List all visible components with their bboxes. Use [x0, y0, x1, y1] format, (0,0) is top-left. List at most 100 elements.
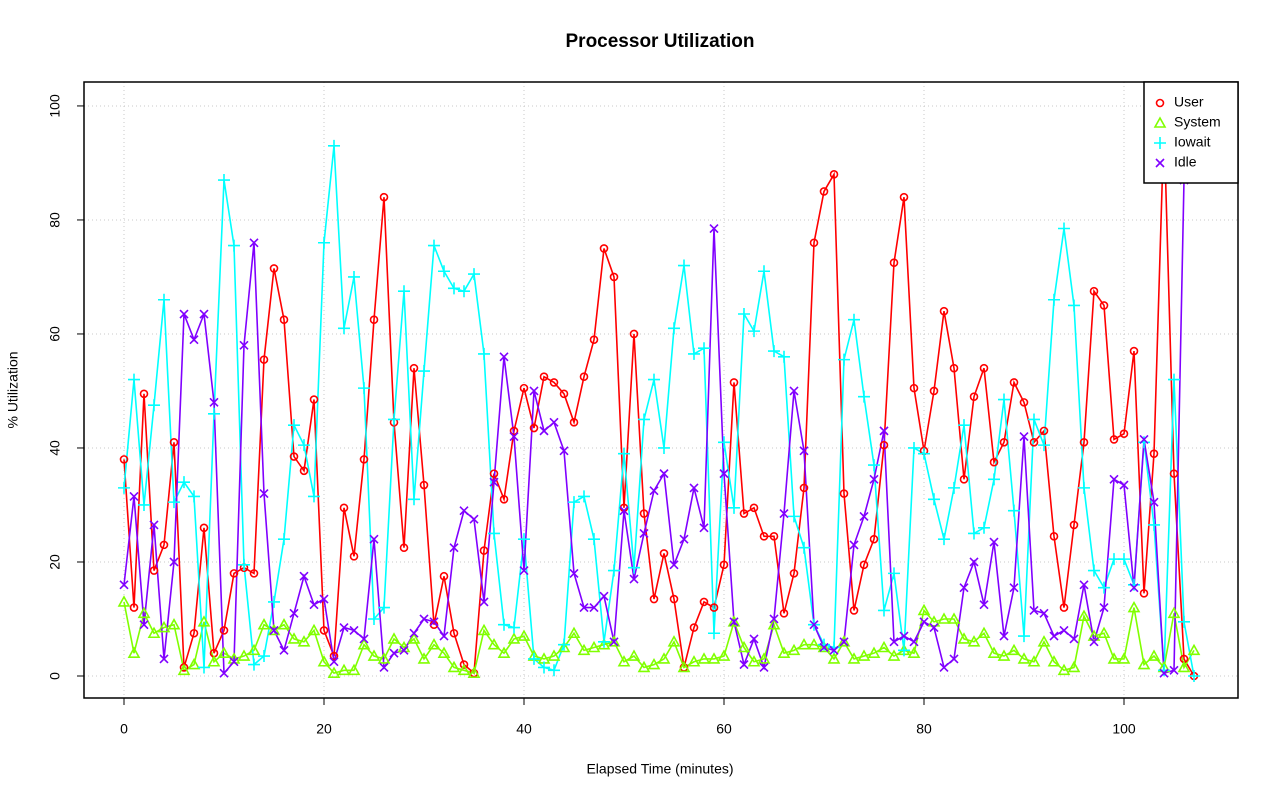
marker	[867, 646, 881, 658]
marker	[689, 483, 699, 493]
marker	[447, 660, 461, 673]
marker	[839, 489, 849, 498]
marker	[1169, 469, 1179, 478]
legend-marker	[1154, 137, 1166, 149]
marker	[829, 645, 839, 655]
marker	[1168, 373, 1180, 386]
marker	[1139, 434, 1149, 444]
marker	[387, 632, 401, 644]
marker	[598, 635, 610, 648]
marker	[189, 335, 199, 345]
marker	[599, 244, 609, 253]
marker	[467, 666, 481, 678]
marker	[1049, 631, 1059, 641]
marker	[517, 629, 531, 641]
marker	[1079, 437, 1089, 447]
marker	[1017, 652, 1031, 664]
marker	[477, 623, 491, 636]
marker	[987, 646, 1001, 658]
legend-marker	[1155, 158, 1165, 168]
marker	[649, 594, 659, 604]
marker	[719, 560, 729, 570]
marker	[478, 347, 490, 360]
marker	[309, 600, 319, 610]
marker	[1039, 426, 1049, 436]
marker	[229, 569, 239, 578]
marker	[369, 315, 379, 325]
marker	[138, 498, 150, 511]
marker	[208, 407, 220, 420]
marker	[1159, 668, 1169, 678]
marker	[627, 649, 641, 661]
marker	[748, 325, 760, 338]
marker	[969, 557, 979, 567]
marker	[1057, 663, 1071, 676]
marker	[849, 606, 859, 615]
marker	[1087, 629, 1101, 641]
marker	[248, 658, 260, 671]
marker	[1109, 474, 1119, 484]
marker	[279, 315, 289, 325]
marker	[638, 413, 650, 426]
marker	[907, 646, 921, 658]
marker	[868, 459, 880, 472]
marker	[218, 174, 230, 187]
marker	[659, 549, 669, 558]
marker	[718, 436, 730, 449]
marker	[1177, 660, 1191, 673]
marker	[799, 446, 809, 456]
marker	[269, 264, 279, 273]
marker	[1158, 664, 1170, 677]
legend-marker	[1153, 116, 1167, 128]
marker	[757, 652, 771, 664]
marker	[1099, 603, 1109, 613]
marker	[637, 660, 651, 673]
marker	[139, 620, 149, 630]
marker	[1019, 432, 1029, 442]
marker	[989, 457, 999, 467]
x-tick-label: 40	[516, 721, 532, 737]
marker	[168, 496, 180, 509]
marker	[828, 641, 840, 654]
marker	[419, 614, 429, 624]
marker	[348, 270, 360, 283]
marker	[568, 496, 580, 509]
marker	[547, 649, 561, 661]
marker	[169, 437, 179, 447]
marker	[398, 285, 410, 298]
marker	[417, 652, 431, 664]
marker	[118, 481, 130, 494]
marker	[789, 569, 799, 578]
marker	[567, 626, 581, 639]
marker	[1018, 630, 1030, 643]
marker	[378, 601, 390, 614]
y-axis-label: % Utilization	[5, 351, 21, 428]
marker	[589, 335, 599, 344]
marker	[847, 652, 861, 664]
marker	[347, 663, 361, 676]
marker	[978, 521, 990, 534]
marker	[1077, 609, 1091, 621]
marker	[708, 627, 720, 640]
marker	[508, 621, 520, 634]
marker	[139, 389, 149, 399]
marker	[339, 622, 349, 633]
marker	[618, 447, 630, 460]
marker	[409, 363, 419, 373]
marker	[869, 474, 879, 484]
marker	[189, 628, 199, 638]
marker	[1009, 378, 1019, 387]
marker	[939, 306, 949, 316]
marker	[448, 282, 460, 295]
marker	[519, 383, 529, 393]
marker	[758, 265, 770, 278]
marker	[918, 447, 930, 460]
marker	[927, 615, 941, 627]
marker	[739, 509, 749, 518]
marker	[1009, 583, 1019, 593]
marker	[299, 466, 309, 476]
marker	[947, 612, 961, 624]
marker	[649, 486, 659, 496]
marker	[357, 637, 371, 650]
marker	[528, 652, 540, 665]
